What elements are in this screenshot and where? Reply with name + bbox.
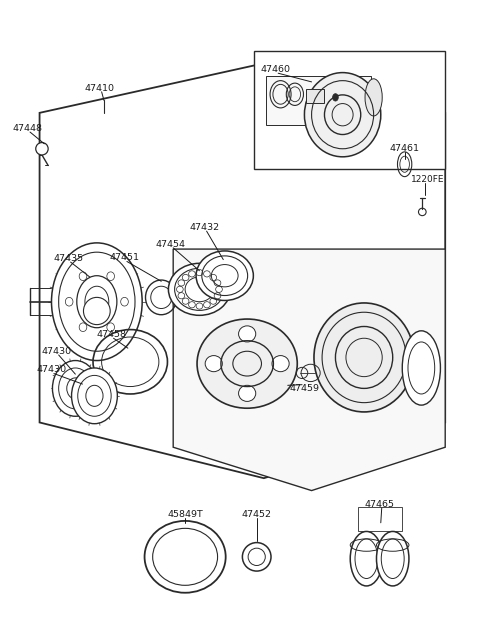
Bar	[266, 76, 371, 125]
Ellipse shape	[365, 79, 382, 116]
Text: 1220FE: 1220FE	[411, 175, 444, 184]
Text: 47430: 47430	[41, 346, 72, 356]
Text: 47465: 47465	[364, 499, 395, 509]
Ellipse shape	[239, 385, 256, 401]
Ellipse shape	[197, 319, 297, 408]
Polygon shape	[254, 51, 445, 169]
Ellipse shape	[314, 303, 414, 412]
Bar	[306, 90, 324, 103]
Ellipse shape	[272, 356, 289, 372]
Text: 47430: 47430	[36, 365, 67, 374]
Text: 47435: 47435	[53, 254, 83, 263]
Ellipse shape	[239, 326, 256, 342]
Ellipse shape	[168, 263, 230, 315]
Ellipse shape	[196, 251, 253, 300]
Ellipse shape	[51, 243, 142, 361]
Ellipse shape	[72, 368, 117, 424]
Text: 47410: 47410	[84, 83, 114, 93]
Bar	[359, 508, 402, 531]
Ellipse shape	[36, 142, 48, 155]
Text: 47432: 47432	[189, 223, 219, 232]
Text: 47459: 47459	[289, 384, 319, 393]
Polygon shape	[39, 63, 445, 478]
Ellipse shape	[84, 297, 110, 325]
Text: 47460: 47460	[261, 65, 291, 74]
Ellipse shape	[205, 356, 222, 372]
Text: 47454: 47454	[156, 239, 186, 249]
Ellipse shape	[52, 361, 98, 416]
Text: 47452: 47452	[242, 509, 272, 519]
Ellipse shape	[304, 73, 381, 157]
Text: 47461: 47461	[390, 144, 420, 153]
Ellipse shape	[402, 331, 441, 405]
Text: 47448: 47448	[12, 124, 43, 133]
Ellipse shape	[376, 531, 409, 586]
Polygon shape	[173, 249, 445, 491]
Ellipse shape	[333, 94, 338, 101]
Text: 47458: 47458	[96, 330, 126, 339]
Text: 47451: 47451	[109, 253, 140, 262]
Text: 45849T: 45849T	[167, 509, 203, 519]
Ellipse shape	[350, 531, 383, 586]
